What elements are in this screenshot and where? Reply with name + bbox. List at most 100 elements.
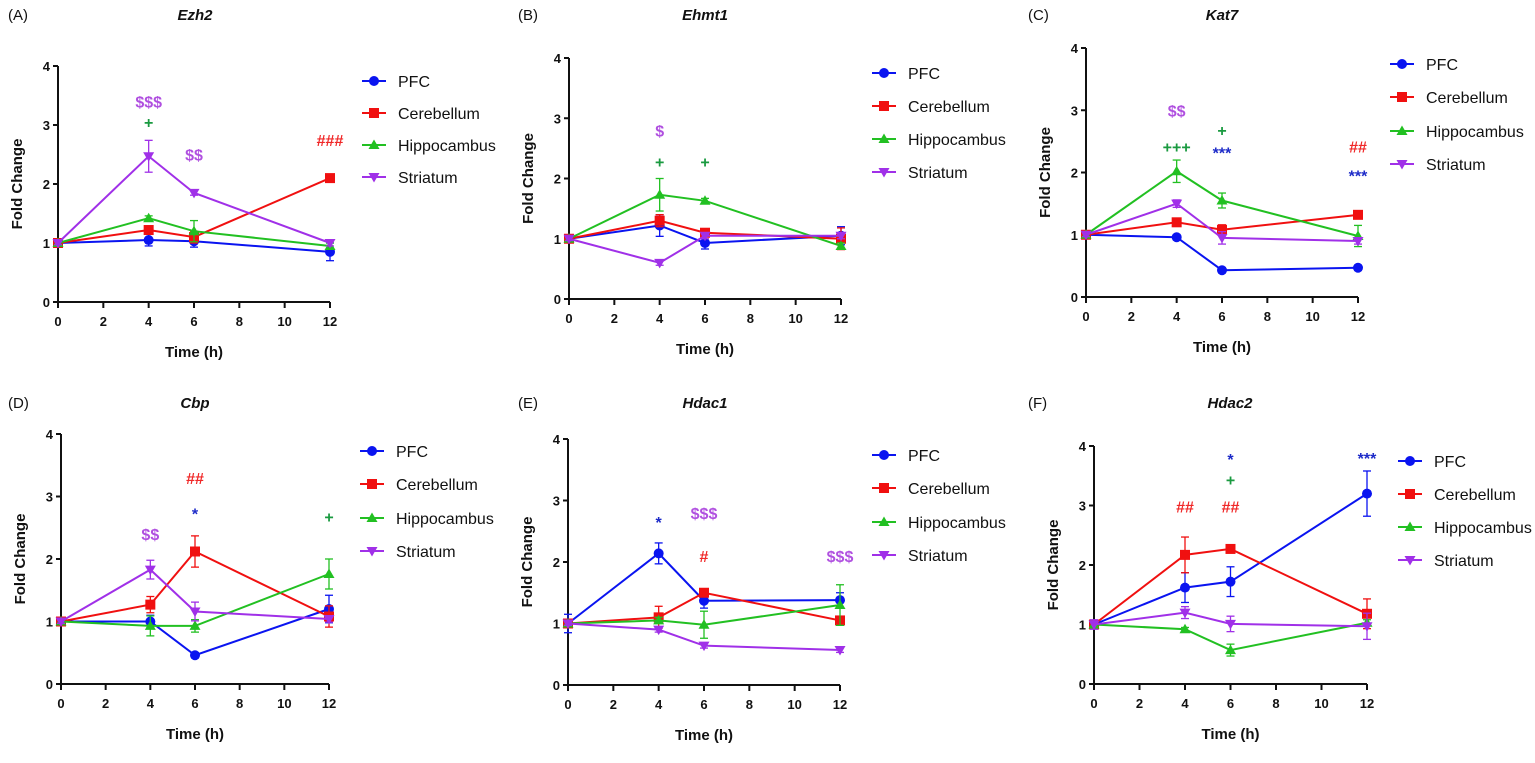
y-tick-label: 3: [1079, 499, 1086, 514]
x-tick-label: 4: [1181, 696, 1189, 711]
legend-item-hippocambus: Hippocambus: [1390, 124, 1524, 141]
significance-marker: ###: [317, 133, 344, 150]
y-tick-label: 0: [554, 292, 561, 307]
legend-item-cerebellum: Cerebellum: [362, 106, 480, 123]
data-point: [699, 195, 711, 205]
data-point: [563, 234, 575, 245]
legend-item-cerebellum: Cerebellum: [872, 99, 990, 116]
legend-label: Striatum: [1434, 553, 1494, 570]
data-point: [143, 225, 154, 236]
data-point: [654, 215, 665, 226]
x-tick-label: 2: [1136, 696, 1143, 711]
data-point: [323, 615, 335, 625]
legend-item-hippocambus: Hippocambus: [872, 515, 1006, 532]
y-tick-label: 2: [43, 177, 50, 192]
legend-marker: [369, 108, 379, 118]
data-point: [323, 568, 335, 578]
legend-label: Hippocambus: [1426, 124, 1524, 141]
y-axis-label: Fold Change: [12, 514, 29, 605]
legend-label: Cerebellum: [908, 481, 990, 498]
legend-item-pfc: PFC: [1398, 454, 1466, 471]
legend-marker: [367, 446, 377, 456]
data-point: [188, 225, 200, 236]
panel-title: Kat7: [1206, 7, 1239, 24]
data-point: [144, 565, 156, 576]
data-point: [1080, 230, 1092, 241]
y-axis-label: Fold Change: [519, 517, 536, 608]
x-tick-label: 6: [701, 311, 708, 326]
legend-label: PFC: [1434, 454, 1466, 471]
data-point: [55, 617, 67, 627]
y-tick-label: 0: [46, 677, 53, 692]
data-point: [1179, 623, 1191, 634]
data-point: [1171, 232, 1182, 243]
y-tick-label: 1: [46, 615, 53, 630]
significance-marker: *: [192, 506, 199, 523]
x-tick-label: 8: [747, 311, 754, 326]
x-tick-label: 10: [277, 314, 291, 329]
legend-label: Cerebellum: [398, 106, 480, 123]
legend-marker: [878, 516, 890, 526]
legend-item-striatum: Striatum: [1390, 157, 1486, 174]
x-tick-label: 4: [147, 696, 155, 711]
x-tick-label: 12: [834, 311, 848, 326]
legend-item-hippocambus: Hippocambus: [362, 138, 496, 155]
x-axis-label: Time (h): [165, 344, 223, 361]
x-tick-label: 12: [1351, 309, 1365, 324]
data-point: [324, 239, 336, 249]
data-point: [1179, 608, 1191, 619]
legend-item-cerebellum: Cerebellum: [360, 477, 478, 494]
data-point: [1361, 622, 1373, 632]
y-axis-label: Fold Change: [1037, 127, 1054, 218]
legend-label: PFC: [398, 74, 430, 91]
data-point: [1171, 217, 1182, 228]
legend-item-cerebellum: Cerebellum: [1390, 90, 1508, 107]
series-line: [1085, 170, 1359, 237]
legend-marker: [1396, 125, 1408, 135]
y-tick-label: 2: [1071, 166, 1078, 181]
data-point: [1216, 195, 1228, 205]
y-axis-label: Fold Change: [9, 139, 26, 230]
data-point: [1225, 576, 1236, 587]
panel-title: Ezh2: [177, 7, 213, 24]
x-tick-label: 0: [54, 314, 61, 329]
y-tick-label: 0: [1079, 677, 1086, 692]
legend-label: Striatum: [908, 548, 968, 565]
series-line: [57, 217, 331, 247]
data-point: [653, 625, 665, 636]
x-tick-label: 8: [236, 696, 243, 711]
series-striatum: [562, 619, 846, 656]
data-point: [143, 235, 154, 246]
x-tick-label: 8: [1272, 696, 1279, 711]
x-tick-label: 2: [102, 696, 109, 711]
legend-marker: [369, 76, 379, 86]
series-line: [567, 591, 841, 625]
panel-label: (F): [1028, 395, 1047, 412]
legend-item-hippocambus: Hippocambus: [872, 132, 1006, 149]
significance-marker: +: [324, 510, 333, 527]
y-tick-label: 2: [553, 555, 560, 570]
x-tick-label: 6: [1227, 696, 1234, 711]
series-line: [568, 193, 842, 247]
y-axis-label: Fold Change: [520, 133, 537, 224]
data-point: [1225, 543, 1236, 554]
y-tick-label: 4: [43, 59, 51, 74]
series-line: [57, 177, 331, 244]
y-tick-label: 3: [1071, 103, 1078, 118]
y-tick-label: 4: [1079, 439, 1087, 454]
x-tick-label: 10: [787, 697, 801, 712]
data-point: [653, 614, 665, 625]
series-line: [61, 608, 330, 657]
data-point: [143, 212, 155, 223]
y-tick-label: 2: [46, 552, 53, 567]
significance-marker: ***: [1358, 451, 1377, 468]
y-tick-label: 3: [553, 494, 560, 509]
y-tick-label: 4: [1071, 41, 1079, 56]
y-tick-label: 2: [1079, 558, 1086, 573]
y-tick-label: 1: [1071, 228, 1078, 243]
panel-label: (D): [8, 395, 29, 412]
legend-item-hippocambus: Hippocambus: [360, 511, 494, 528]
x-tick-label: 10: [1305, 309, 1319, 324]
